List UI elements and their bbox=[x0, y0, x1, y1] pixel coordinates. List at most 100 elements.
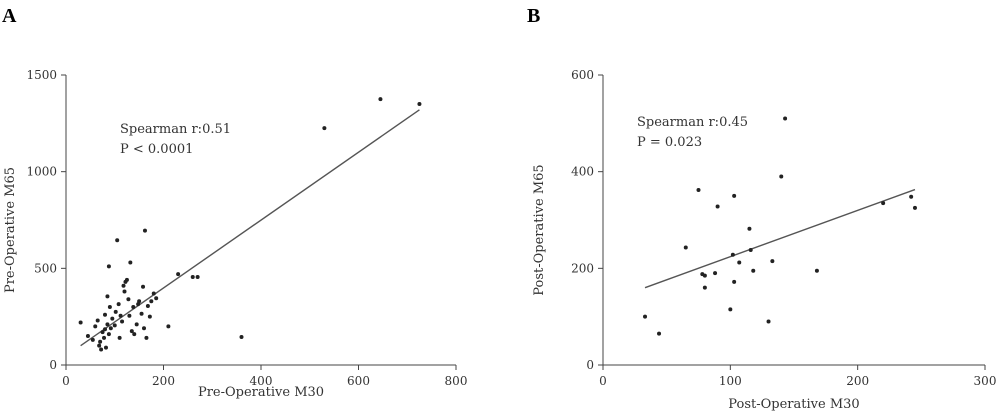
panel-b-data-point bbox=[702, 285, 707, 290]
panel-b-data-point bbox=[732, 279, 737, 284]
panel-a-data-point bbox=[176, 272, 181, 277]
panel-b-y-tick-label: 0 bbox=[586, 358, 594, 372]
scatter-panel-a: 0 500 1000 1500 0 200 400 600 800 Pre-Operative M… bbox=[3, 68, 467, 400]
panel-a-y-tick-label: 1000 bbox=[26, 165, 57, 179]
panel-b-data-point bbox=[748, 247, 753, 252]
panel-a-data-point bbox=[127, 313, 132, 318]
panel-a-data-point bbox=[239, 334, 244, 339]
panel-a-data-point bbox=[129, 329, 134, 334]
panel-b-data-point bbox=[683, 245, 688, 250]
panel-a-data-point bbox=[151, 291, 156, 296]
panel-a-data-point bbox=[137, 299, 142, 304]
panel-a-data-point bbox=[93, 324, 98, 329]
panel-a-data-point bbox=[105, 322, 110, 327]
panel-a-data-point bbox=[190, 275, 195, 280]
panel-a-data-point bbox=[103, 327, 107, 332]
panel-b-letter: B bbox=[527, 5, 540, 27]
panel-b-x-tick-label: 200 bbox=[846, 374, 869, 388]
panel-a-data-point bbox=[142, 326, 146, 331]
panel-a-data-point bbox=[118, 313, 123, 318]
panel-b-data-point bbox=[643, 314, 648, 319]
panel-a-x-tick-label: 600 bbox=[347, 374, 370, 388]
panel-b-y-tick-label: 400 bbox=[571, 165, 594, 179]
panel-a-data-point bbox=[149, 299, 154, 304]
panel-a-data-point bbox=[378, 97, 383, 102]
panel-a-data-point bbox=[147, 314, 152, 319]
panel-a-data-point bbox=[417, 102, 422, 106]
panel-a-data-point bbox=[110, 316, 115, 321]
panel-b-data-point bbox=[751, 268, 756, 273]
panel-a-annotation-line: P < 0.0001 bbox=[120, 142, 193, 157]
panel-b-x-tick-label: 100 bbox=[719, 374, 742, 388]
panel-a-data-point bbox=[122, 289, 127, 294]
panel-a-data-point bbox=[100, 330, 105, 335]
panel-b-data-point bbox=[770, 259, 775, 264]
panel-b-data-point bbox=[737, 260, 742, 265]
panel-a-data-point bbox=[195, 275, 200, 280]
panel-a-data-point bbox=[322, 126, 327, 131]
panel-a-x-tick-label: 0 bbox=[62, 374, 70, 388]
panel-a-letter: A bbox=[2, 5, 17, 27]
panel-a-data-point bbox=[106, 264, 111, 269]
panel-a-data-point bbox=[141, 284, 146, 289]
panel-b-data-point bbox=[713, 271, 718, 276]
panel-a-x-tick-label: 800 bbox=[445, 374, 468, 388]
panel-a-y-tick-label: 1500 bbox=[26, 68, 57, 82]
panel-b-data-point bbox=[814, 268, 819, 273]
panel-a-data-point bbox=[126, 297, 131, 302]
panel-a-y-axis-title: Pre-Operative M65 bbox=[3, 167, 18, 293]
panel-b-x-axis-title: Post-Operative M30 bbox=[728, 397, 859, 412]
panel-a-data-point bbox=[108, 326, 113, 331]
panel-a-x-tick-label: 200 bbox=[152, 374, 175, 388]
panel-b-annotation-line: P = 0.023 bbox=[637, 135, 702, 150]
scatter-panel-b: 0 200 400 600 0 100 200 300 Post-Operative M30 Po… bbox=[532, 68, 996, 412]
panel-b-x-tick-label: 0 bbox=[599, 374, 607, 388]
panel-b-data-point bbox=[696, 188, 701, 193]
panel-a-data-point bbox=[139, 311, 144, 316]
panel-a-x-tick-label: 400 bbox=[250, 374, 273, 388]
panel-a-data-point bbox=[144, 335, 149, 340]
panel-b-annotation-line: Spearman r:0.45 bbox=[637, 115, 748, 130]
panel-a-x-axis-title: Pre-Operative M30 bbox=[198, 385, 324, 400]
panel-b-data-point bbox=[766, 319, 771, 324]
panel-a-data-point bbox=[131, 305, 136, 309]
panel-a-annotation-line: Spearman r:0.51 bbox=[120, 122, 231, 137]
panel-a-y-tick-label: 0 bbox=[49, 358, 57, 372]
panel-b-data-point bbox=[783, 116, 788, 121]
panel-a-data-point bbox=[142, 228, 147, 233]
panel-a-data-point bbox=[116, 302, 121, 307]
panel-a-data-point bbox=[85, 334, 90, 338]
panel-a-data-point bbox=[99, 347, 104, 352]
panel-a-data-point bbox=[120, 319, 125, 324]
panel-b-data-point bbox=[779, 174, 784, 179]
panel-b-y-tick-label: 600 bbox=[571, 68, 594, 82]
panel-a-data-point bbox=[105, 294, 110, 299]
panel-b-data-point bbox=[657, 331, 662, 336]
panel-a-data-point bbox=[134, 322, 139, 327]
panel-a-data-point bbox=[117, 335, 122, 340]
panel-a-data-point bbox=[78, 320, 83, 325]
panel-b-regression-line bbox=[644, 188, 916, 289]
panel-a-data-point bbox=[145, 304, 150, 309]
panel-a-data-point bbox=[102, 335, 107, 340]
panel-b-data-point bbox=[715, 204, 720, 209]
panel-a-data-point bbox=[97, 343, 102, 348]
panel-b-data-point bbox=[747, 226, 752, 231]
panel-b-y-tick-label: 200 bbox=[571, 261, 594, 275]
panel-a-data-point bbox=[121, 283, 126, 288]
panel-b-y-axis-title: Post-Operative M65 bbox=[532, 164, 547, 295]
panel-a-data-point bbox=[154, 296, 159, 301]
panel-b-data-point bbox=[732, 193, 737, 198]
panel-b-data-point bbox=[728, 307, 733, 312]
panel-a-data-point bbox=[113, 309, 118, 314]
panel-b-data-point bbox=[912, 205, 917, 210]
panel-a-data-point bbox=[95, 318, 100, 323]
panel-a-data-point bbox=[90, 337, 95, 342]
panel-a-data-point bbox=[132, 332, 137, 337]
panel-a-data-point bbox=[107, 305, 112, 309]
panel-b-data-point bbox=[909, 194, 914, 199]
panel-a-data-point bbox=[112, 323, 117, 328]
panel-a-regression-line bbox=[80, 109, 420, 347]
panel-a-data-point bbox=[115, 238, 120, 243]
